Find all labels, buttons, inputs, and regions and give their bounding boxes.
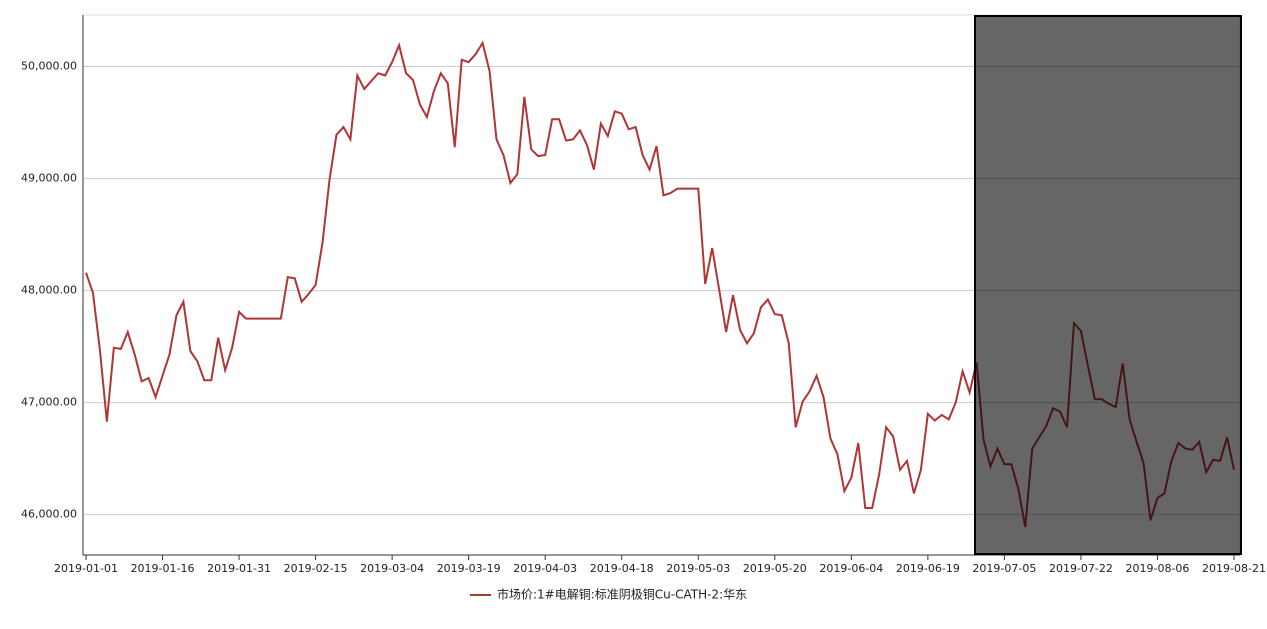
legend-text: 市场价:1#电解铜:标准阴极铜Cu-CATH-2:华东 bbox=[497, 587, 747, 602]
x-tick-label: 2019-03-19 bbox=[437, 562, 501, 575]
x-tick-label: 2019-06-04 bbox=[819, 562, 883, 575]
y-tick-label: 48,000.00 bbox=[21, 284, 77, 297]
y-tick-label: 47,000.00 bbox=[21, 396, 77, 409]
x-tick-label: 2019-07-22 bbox=[1049, 562, 1113, 575]
x-tick-label: 2019-05-03 bbox=[666, 562, 730, 575]
x-tick-label: 2019-06-19 bbox=[896, 562, 960, 575]
x-tick-label: 2019-08-21 bbox=[1202, 562, 1266, 575]
x-tick-label: 2019-01-16 bbox=[131, 562, 195, 575]
x-tick-label: 2019-08-06 bbox=[1125, 562, 1189, 575]
x-tick-label: 2019-01-31 bbox=[207, 562, 271, 575]
x-tick-label: 2019-05-20 bbox=[743, 562, 807, 575]
x-tick-label: 2019-04-03 bbox=[513, 562, 577, 575]
x-tick-label: 2019-03-04 bbox=[360, 562, 424, 575]
x-tick-label: 2019-02-15 bbox=[284, 562, 348, 575]
y-tick-label: 46,000.00 bbox=[21, 508, 77, 521]
x-tick-label: 2019-07-05 bbox=[972, 562, 1036, 575]
selection-overlay[interactable] bbox=[974, 15, 1242, 555]
y-tick-label: 49,000.00 bbox=[21, 172, 77, 185]
y-tick-label: 50,000.00 bbox=[21, 60, 77, 73]
x-tick-label: 2019-04-18 bbox=[590, 562, 654, 575]
x-tick-label: 2019-01-01 bbox=[54, 562, 118, 575]
